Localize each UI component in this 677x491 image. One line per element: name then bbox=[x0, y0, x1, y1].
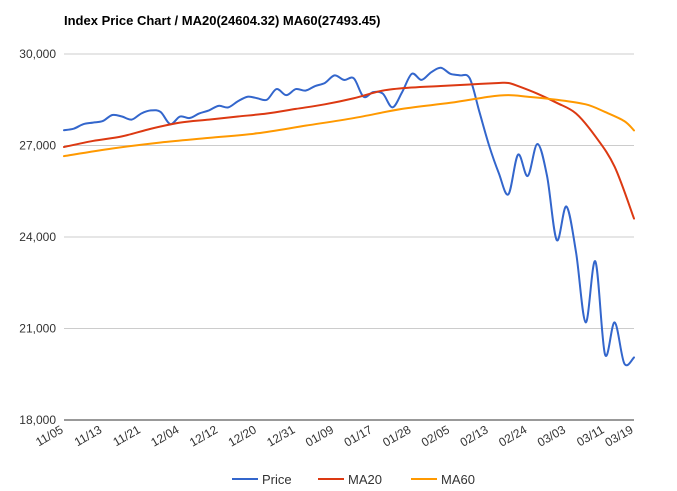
x-tick-label: 02/24 bbox=[496, 422, 529, 449]
x-tick-label: 01/28 bbox=[380, 422, 413, 449]
x-tick-label: 01/09 bbox=[303, 422, 336, 449]
series-line-ma60 bbox=[63, 94, 635, 158]
x-tick-label: 11/13 bbox=[72, 422, 105, 449]
y-tick-label: 24,000 bbox=[19, 230, 56, 244]
legend: Price MA20 MA60 bbox=[232, 472, 475, 487]
y-tick-label: 21,000 bbox=[19, 322, 56, 336]
x-tick-label: 02/05 bbox=[419, 422, 452, 449]
series-line-ma20 bbox=[63, 81, 635, 220]
legend-label-price: Price bbox=[262, 472, 292, 487]
y-tick-label: 27,000 bbox=[19, 139, 56, 153]
legend-label-ma20: MA20 bbox=[348, 472, 382, 487]
grid-lines bbox=[64, 53, 634, 421]
y-tick-label: 30,000 bbox=[19, 47, 56, 61]
legend-label-ma60: MA60 bbox=[441, 472, 475, 487]
x-tick-label: 12/04 bbox=[148, 422, 181, 449]
x-tick-label: 02/13 bbox=[458, 422, 491, 449]
y-axis-ticks: 18,000 21,000 24,000 27,000 30,000 bbox=[19, 47, 56, 427]
x-tick-label: 03/19 bbox=[602, 422, 635, 449]
x-tick-label: 11/21 bbox=[111, 422, 144, 449]
x-tick-label: 12/20 bbox=[226, 422, 259, 449]
x-tick-label: 01/17 bbox=[342, 422, 375, 449]
x-tick-label: 12/12 bbox=[187, 422, 220, 449]
series-line-price bbox=[63, 66, 635, 367]
chart-title: Index Price Chart / MA20(24604.32) MA60(… bbox=[64, 13, 381, 28]
x-tick-label: 12/31 bbox=[264, 422, 297, 449]
x-tick-label: 03/11 bbox=[574, 422, 607, 449]
y-tick-label: 18,000 bbox=[19, 413, 56, 427]
x-axis-ticks: 11/05 11/13 11/21 12/04 12/12 12/20 12/31 01/09… bbox=[33, 422, 636, 449]
x-tick-label: 03/03 bbox=[535, 422, 568, 449]
series-lines bbox=[63, 66, 635, 367]
